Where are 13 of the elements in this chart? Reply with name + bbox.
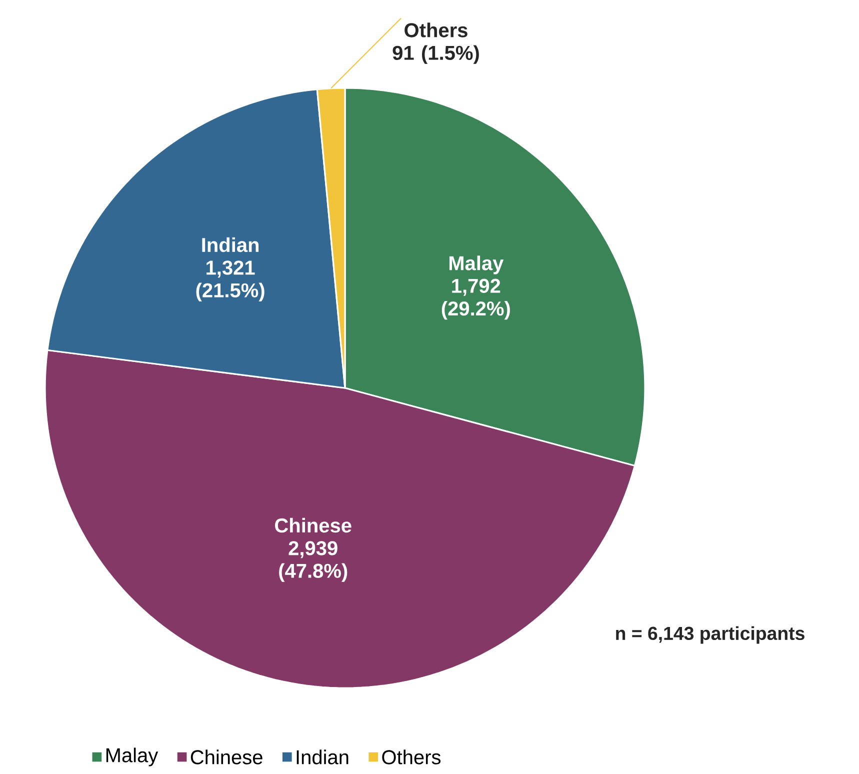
slice-label: Chinese [275, 518, 352, 533]
legend-label: Others [382, 750, 441, 764]
text: n = 6,143 participants [616, 626, 804, 644]
data-label: 1,792 (29.2%) [442, 278, 510, 320]
slice-label: Malay [449, 256, 504, 274]
data-label: 2,939 (47.8%) [279, 541, 348, 582]
legend-label: Indian [296, 750, 348, 764]
slice-label: Indian [202, 237, 259, 252]
legend-label: Chinese [190, 750, 262, 764]
data-label: 1,321 (21.5%) [196, 260, 264, 302]
legend-label: Malay [106, 748, 158, 766]
slice-label: Others [404, 22, 468, 38]
data-label: 91 (1.5%) [392, 45, 479, 64]
